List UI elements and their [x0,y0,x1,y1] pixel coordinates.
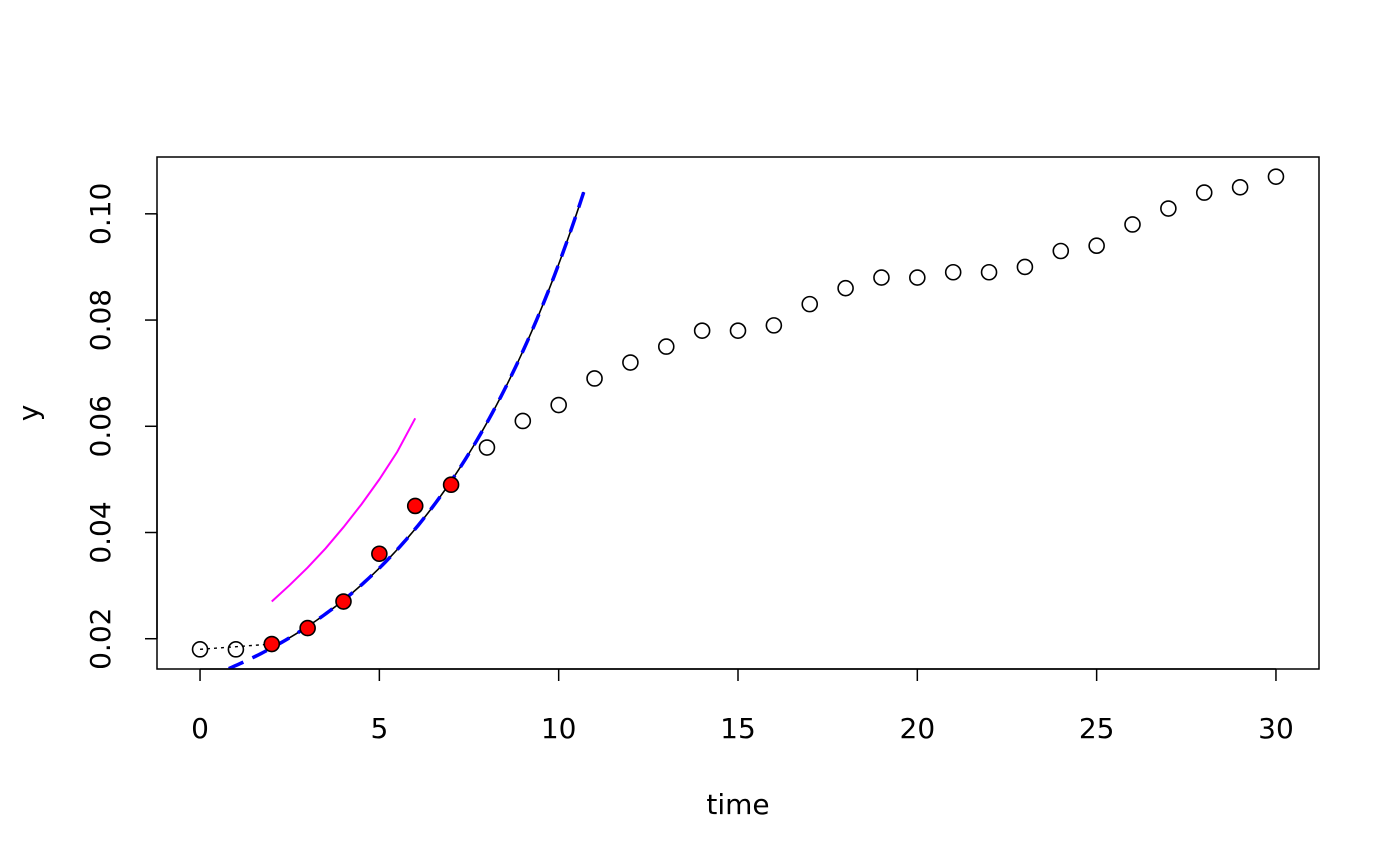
x-axis-label: time [706,788,769,821]
data-point-highlighted [263,635,281,653]
data-point [478,439,496,456]
data-point [1088,237,1105,254]
x-tick-label: 30 [1258,712,1294,745]
data-point [693,322,711,339]
x-tick-label: 0 [191,712,209,745]
x-tick-label: 25 [1079,712,1115,745]
data-point [227,641,245,658]
data-point-highlighted [371,545,388,563]
fit-curve [257,191,585,657]
data-point [191,641,209,658]
data-point [1160,200,1177,217]
plot-area-border [156,156,1320,670]
data-point [1124,216,1141,233]
data-point [765,317,783,334]
lag-phase-line [199,643,272,651]
x-tick-label: 5 [370,712,388,745]
data-point [657,338,675,355]
x-tick-label: 10 [541,712,577,745]
data-point [729,322,747,339]
curves-layer [199,191,586,669]
y-axis-label: y [12,405,45,422]
data-point [1016,258,1034,276]
data-point [801,295,819,313]
y-tick-label: 0.04 [84,501,117,563]
data-point [1052,242,1070,260]
data-point-highlighted [406,497,424,515]
data-point [944,263,962,281]
data-point [514,412,532,430]
points-layer [191,168,1285,658]
magenta-curve [271,417,417,603]
data-point-highlighted [335,593,352,610]
data-point [909,269,926,286]
data-point-highlighted [442,476,460,494]
fit-curve-dashed [228,191,586,669]
y-tick-label: 0.10 [84,183,117,245]
x-tick-label: 15 [720,712,756,745]
data-point-highlighted [299,619,316,637]
y-axis: 0.02 0.04 0.06 0.08 0.10 [84,183,158,670]
y-tick-label: 0.02 [84,608,117,670]
y-tick-label: 0.08 [84,289,117,351]
data-point [1231,178,1249,196]
x-tick-label: 20 [900,712,936,745]
data-point [622,354,639,371]
x-axis: 0 5 10 15 20 25 30 [191,668,1294,745]
data-point [550,396,567,414]
data-point [837,279,854,297]
data-point [586,370,603,387]
data-point [980,263,998,281]
data-point [873,269,890,286]
y-tick-label: 0.06 [84,395,117,457]
data-point [1267,168,1285,185]
data-point [1195,184,1213,201]
